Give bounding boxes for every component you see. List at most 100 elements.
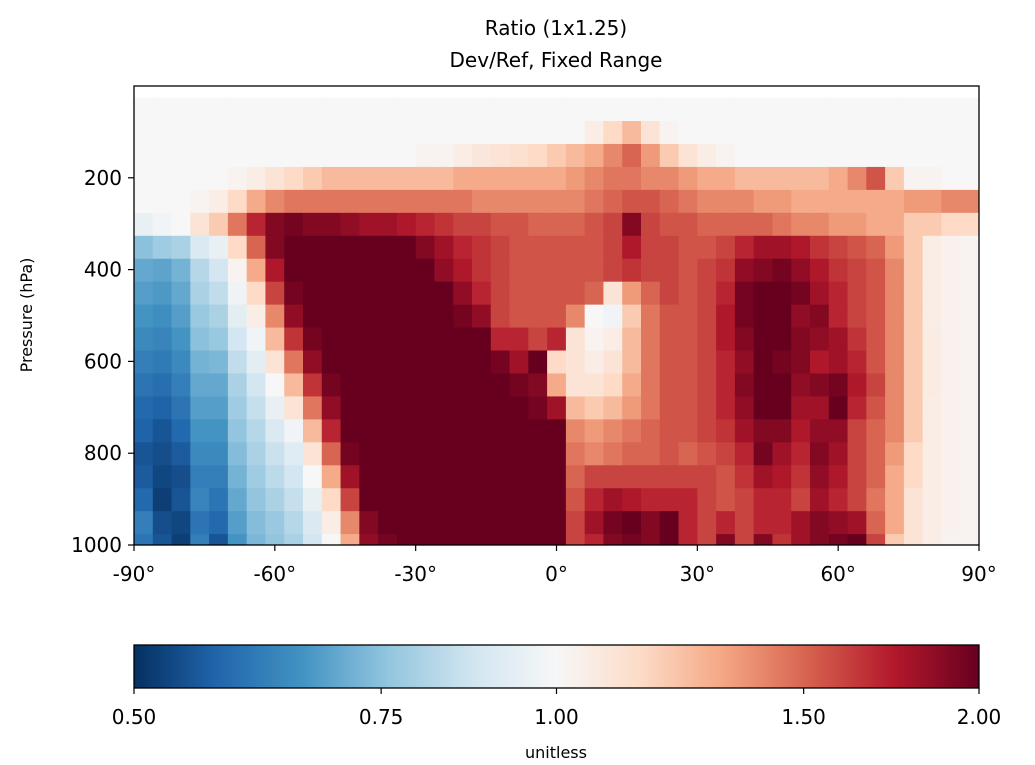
heatmap-cell (791, 304, 811, 328)
heatmap-cell (303, 418, 323, 443)
heatmap-cell (753, 533, 774, 545)
heatmap-cell (284, 395, 304, 420)
heatmap-cell (922, 166, 943, 190)
heatmap-cell (565, 510, 586, 535)
heatmap-cell (584, 487, 605, 512)
heatmap-cell (697, 487, 717, 512)
heatmap-cell (547, 349, 567, 374)
heatmap-cell (584, 189, 605, 213)
heatmap-cell (359, 487, 379, 512)
heatmap-cell (171, 487, 191, 512)
heatmap-cell (547, 418, 567, 443)
heatmap-cell (490, 97, 511, 122)
heatmap-cell (415, 166, 436, 190)
heatmap-cell (697, 166, 717, 190)
heatmap-cell (960, 510, 979, 535)
heatmap-cell (791, 510, 811, 535)
heatmap-cell (415, 487, 436, 512)
heatmap-cell (415, 372, 436, 397)
heatmap-cell (396, 189, 417, 213)
heatmap-cell (922, 258, 943, 282)
heatmap-cell (641, 487, 661, 512)
heatmap-cell (941, 212, 961, 236)
heatmap-cell (922, 418, 943, 443)
x-tick-label: 90° (961, 562, 996, 586)
heatmap-cell (866, 487, 886, 512)
heatmap-cell (453, 281, 473, 305)
heatmap-cell (190, 441, 210, 466)
heatmap-cell (246, 395, 267, 420)
heatmap-cell (641, 304, 661, 328)
heatmap-cell (960, 395, 979, 420)
heatmap-cell (152, 304, 173, 328)
heatmap-cell (885, 143, 905, 167)
heatmap-cell (678, 510, 698, 535)
heatmap-cell (378, 487, 398, 512)
heatmap-cell (528, 326, 548, 351)
heatmap-cell (716, 143, 736, 167)
heatmap-cell (134, 304, 154, 328)
heatmap-cell (490, 533, 511, 545)
heatmap-cell (922, 533, 943, 545)
heatmap-cell (678, 464, 698, 489)
heatmap-cell (528, 304, 548, 328)
heatmap-cell (716, 235, 736, 259)
heatmap-cell (472, 510, 492, 535)
heatmap-cell (603, 372, 623, 397)
y-axis-label: Pressure (hPa) (17, 258, 36, 373)
heatmap-cell (190, 533, 210, 545)
heatmap-cell (753, 189, 774, 213)
heatmap-cell (396, 304, 417, 328)
colorbar-label: unitless (525, 743, 587, 762)
heatmap-cell (734, 349, 755, 374)
heatmap-cell (603, 418, 623, 443)
heatmap-cell (960, 281, 979, 305)
heatmap-cell (227, 487, 248, 512)
heatmap-cell (641, 510, 661, 535)
heatmap-cell (528, 258, 548, 282)
heatmap-cell (303, 510, 323, 535)
heatmap-cell (265, 166, 285, 190)
heatmap-cell (960, 212, 979, 236)
heatmap-cell (396, 395, 417, 420)
heatmap-cell (453, 120, 473, 144)
heatmap-cell (472, 464, 492, 489)
heatmap-cell (753, 235, 774, 259)
heatmap-cell (509, 487, 529, 512)
heatmap-cell (565, 120, 586, 144)
heatmap-cell (528, 349, 548, 374)
heatmap-cell (378, 258, 398, 282)
heatmap-cell (152, 487, 173, 512)
heatmap-cell (321, 189, 342, 213)
heatmap-cell (641, 212, 661, 236)
heatmap-cell (603, 304, 623, 328)
heatmap-cell (396, 326, 417, 351)
heatmap-cell (565, 418, 586, 443)
heatmap-cell (434, 441, 454, 466)
heatmap-cell (472, 189, 492, 213)
heatmap-cell (678, 349, 698, 374)
heatmap-cell (227, 189, 248, 213)
heatmap-cell (359, 464, 379, 489)
heatmap-cell (303, 441, 323, 466)
heatmap-cell (359, 143, 379, 167)
heatmap-cell (565, 143, 586, 167)
heatmap-cell (753, 120, 774, 144)
heatmap-cell (903, 143, 924, 167)
heatmap-cell (659, 418, 680, 443)
heatmap-cell (265, 281, 285, 305)
heatmap-cell (753, 510, 774, 535)
heatmap-cell (847, 464, 867, 489)
heatmap-cell (547, 258, 567, 282)
heatmap-cell (810, 533, 830, 545)
x-tick-label: 30° (680, 562, 715, 586)
heatmap-cell (791, 235, 811, 259)
heatmap-cell (791, 372, 811, 397)
heatmap-cell (922, 510, 943, 535)
heatmap-cell (772, 326, 792, 351)
heatmap-cell (284, 235, 304, 259)
heatmap-cell (359, 533, 379, 545)
heatmap-cell (265, 487, 285, 512)
heatmap-cell (472, 97, 492, 122)
heatmap-cell (415, 441, 436, 466)
